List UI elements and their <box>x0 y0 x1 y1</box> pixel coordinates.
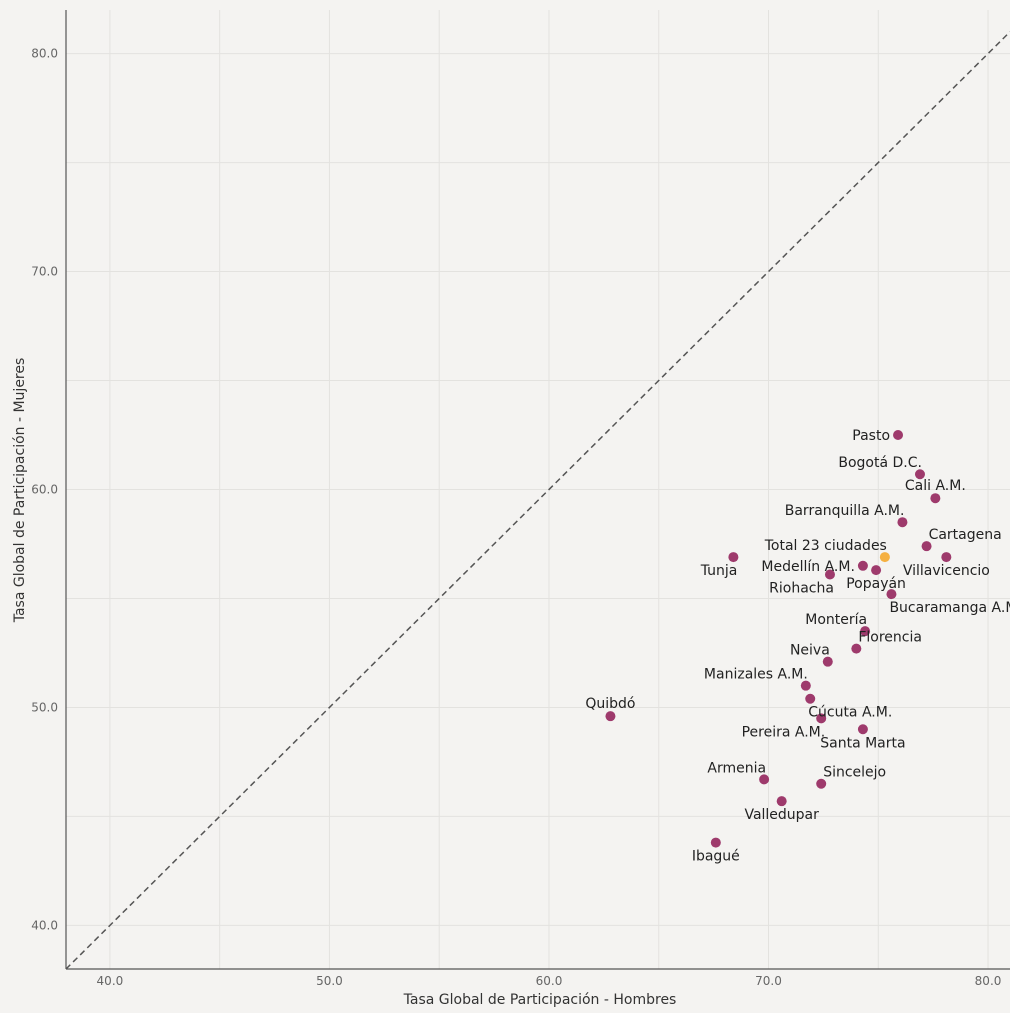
point-label: Villavicencio <box>903 563 990 579</box>
axes <box>65 10 1010 970</box>
y-tick-label: 50.0 <box>31 700 58 714</box>
point-label: Popayán <box>846 576 906 592</box>
y-tick-label: 70.0 <box>31 265 58 279</box>
city-point[interactable] <box>914 469 925 480</box>
point-label: Bucaramanga A.M. <box>889 600 1010 616</box>
point-label: Cali A.M. <box>905 478 966 494</box>
reference-line-y-equals-x <box>65 31 1010 970</box>
x-axis-title: Tasa Global de Participación - Hombres <box>403 992 677 1008</box>
point-label: Pasto <box>852 428 890 444</box>
point-labels: Pasto Bogotá D.C. Cali A.M.Barranquilla A.… <box>585 428 1010 865</box>
city-point[interactable] <box>800 680 811 691</box>
city-point[interactable] <box>822 656 833 667</box>
point-label: Riohacha <box>769 581 834 597</box>
city-point[interactable] <box>728 552 739 563</box>
city-point[interactable] <box>893 430 904 441</box>
point-label: Ibagué <box>692 849 740 865</box>
point-label: Barranquilla A.M. <box>785 503 905 519</box>
x-tick-label: 70.0 <box>755 974 782 988</box>
city-point[interactable] <box>857 560 868 571</box>
tick-labels: 40.0 50.0 60.0 70.0 80.0 40.0 50.0 60.0 70.0 80.0 <box>31 47 1001 988</box>
point-label: Quibdó <box>585 696 635 712</box>
grid-lines <box>66 10 1010 969</box>
city-point[interactable] <box>816 713 827 724</box>
point-label: Total 23 ciudades <box>764 538 887 554</box>
city-point[interactable] <box>886 589 897 600</box>
city-point[interactable] <box>824 569 835 580</box>
y-tick-label: 40.0 <box>31 918 58 932</box>
point-label: Manizales A.M. <box>704 667 808 683</box>
city-point[interactable] <box>860 626 871 637</box>
data-points <box>605 430 952 848</box>
point-label: Sincelejo <box>823 765 886 781</box>
x-tick-label: 60.0 <box>536 974 563 988</box>
x-tick-label: 80.0 <box>975 974 1002 988</box>
city-point[interactable] <box>857 724 868 735</box>
total-point[interactable] <box>879 552 890 563</box>
point-label: Bogotá D.C. <box>838 455 922 471</box>
y-tick-label: 60.0 <box>31 483 58 497</box>
city-point[interactable] <box>941 552 952 563</box>
y-axis-title: Tasa Global de Participación - Mujeres <box>12 358 28 624</box>
point-label: Montería <box>805 612 867 628</box>
point-label: Neiva <box>790 643 830 659</box>
city-point[interactable] <box>851 643 862 654</box>
point-label: Pereira A.M. <box>742 724 826 740</box>
point-label: Florencia <box>858 630 922 646</box>
point-label: Cartagena <box>929 527 1002 543</box>
city-point[interactable] <box>897 517 908 528</box>
city-point[interactable] <box>930 493 941 504</box>
city-point[interactable] <box>759 774 770 785</box>
city-point[interactable] <box>816 778 827 789</box>
x-tick-label: 50.0 <box>316 974 343 988</box>
city-point[interactable] <box>605 711 616 722</box>
y-tick-label: 80.0 <box>31 47 58 61</box>
point-label: Valledupar <box>744 807 819 823</box>
point-label: Tunja <box>700 563 738 579</box>
city-point[interactable] <box>710 837 721 848</box>
x-tick-label: 40.0 <box>97 974 124 988</box>
city-point[interactable] <box>805 693 816 704</box>
point-label: Medellín A.M. <box>761 559 855 575</box>
point-label: Armenia <box>707 760 766 776</box>
reference-line-layer <box>65 31 1010 970</box>
point-label: Santa Marta <box>820 735 905 751</box>
city-point[interactable] <box>871 565 882 576</box>
point-label: Cúcuta A.M. <box>808 705 892 721</box>
city-point[interactable] <box>921 541 932 552</box>
city-point[interactable] <box>776 796 787 807</box>
